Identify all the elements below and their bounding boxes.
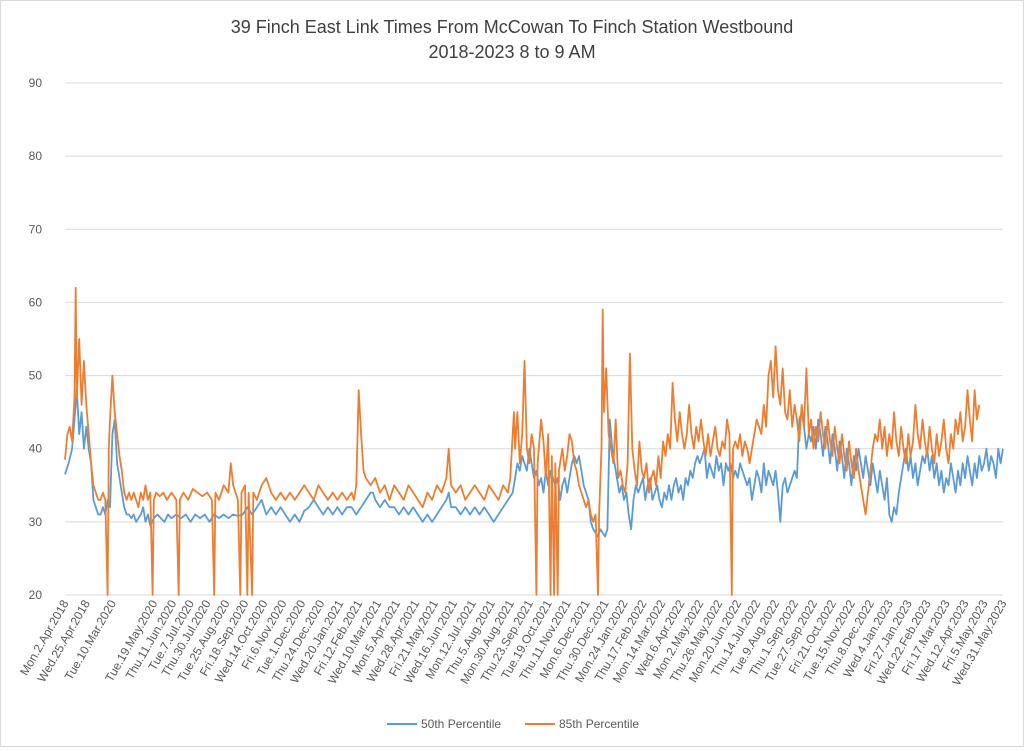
series-layer [64, 286, 1004, 596]
series-line-p50 [64, 389, 1004, 538]
x-axis: Mon.2.Apr.2018Wed.25.Apr.2018Tue.10.Mar.… [17, 597, 1010, 688]
chart-subtitle: 2018-2023 8 to 9 AM [428, 42, 595, 62]
y-tick-label: 40 [29, 442, 43, 456]
legend-label-50th: 50th Percentile [421, 717, 501, 731]
legend: 50th Percentile 85th Percentile [387, 717, 639, 731]
y-tick-label: 20 [29, 588, 43, 602]
y-tick-label: 90 [29, 76, 43, 90]
legend-label-85th: 85th Percentile [559, 717, 639, 731]
y-axis: 20 30 40 50 60 70 80 90 [29, 76, 43, 602]
series-line-p85 [64, 286, 981, 596]
y-tick-label: 70 [29, 222, 43, 236]
y-tick-label: 60 [29, 295, 43, 309]
y-tick-label: 30 [29, 515, 43, 529]
gridlines [65, 82, 1003, 596]
y-tick-label: 50 [29, 369, 43, 383]
y-tick-label: 80 [29, 149, 43, 163]
chart-title: 39 Finch East Link Times From McCowan To… [231, 17, 794, 37]
